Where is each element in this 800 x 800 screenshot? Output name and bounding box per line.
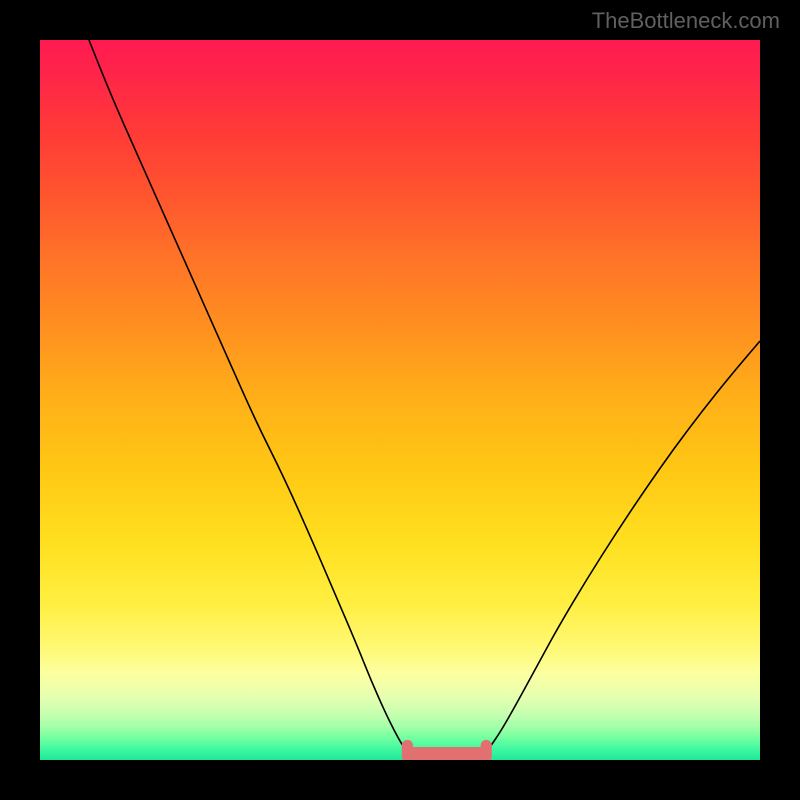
chart-area [40, 40, 760, 760]
right-curve-line [485, 341, 760, 754]
left-curve-line [89, 40, 409, 754]
curve-overlay [40, 40, 760, 760]
bottom-bump [402, 740, 492, 760]
watermark-text: TheBottleneck.com [592, 8, 780, 34]
